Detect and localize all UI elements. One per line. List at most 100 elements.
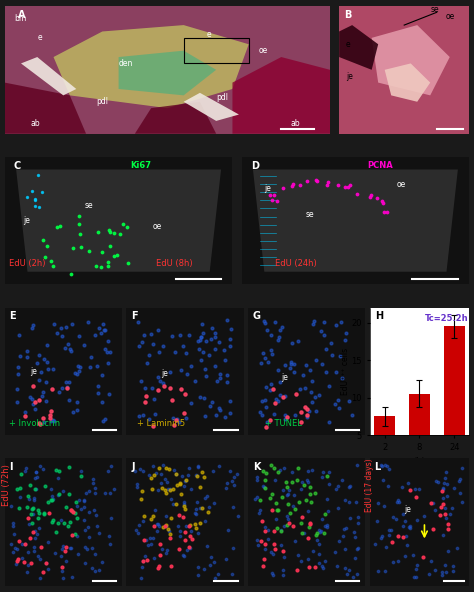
Point xyxy=(31,397,38,407)
Point xyxy=(311,488,319,497)
Point xyxy=(354,519,361,528)
Point xyxy=(180,551,188,561)
Point xyxy=(303,410,310,419)
Point xyxy=(200,394,208,403)
Point xyxy=(428,498,435,508)
Point xyxy=(297,518,304,527)
Text: PCNA: PCNA xyxy=(367,160,392,169)
Point xyxy=(443,568,450,577)
Point xyxy=(48,496,55,505)
Point xyxy=(119,220,127,229)
Point xyxy=(321,522,329,531)
Point xyxy=(297,407,304,417)
Point xyxy=(65,377,73,387)
Point xyxy=(295,497,303,507)
Point xyxy=(288,478,296,487)
Point xyxy=(162,520,170,529)
Point xyxy=(382,566,389,575)
Point xyxy=(166,384,173,393)
Point xyxy=(17,469,24,479)
Point xyxy=(191,508,199,517)
Point xyxy=(63,323,70,332)
Point xyxy=(157,469,165,478)
Point xyxy=(9,522,17,531)
Point xyxy=(67,269,75,279)
Point xyxy=(104,337,111,346)
Point xyxy=(182,504,189,514)
Point xyxy=(335,403,343,413)
Point xyxy=(49,261,57,271)
Point xyxy=(298,417,305,427)
Point xyxy=(324,506,332,516)
Text: Ki67: Ki67 xyxy=(130,160,151,169)
Point xyxy=(315,526,323,535)
Point xyxy=(228,570,236,579)
Point xyxy=(32,484,39,494)
Point xyxy=(207,334,215,343)
Point xyxy=(254,540,262,550)
Point xyxy=(16,503,23,512)
Point xyxy=(354,512,362,522)
Point xyxy=(93,522,100,531)
Point xyxy=(164,477,171,487)
Point xyxy=(40,417,48,427)
Point xyxy=(47,416,55,426)
Point xyxy=(264,325,271,334)
Point xyxy=(323,471,330,481)
Point xyxy=(261,318,269,327)
Point xyxy=(44,497,52,507)
Point xyxy=(257,536,265,546)
Point xyxy=(38,188,46,197)
Point xyxy=(216,406,223,415)
Point xyxy=(345,497,353,507)
Point xyxy=(419,552,427,561)
Point xyxy=(106,488,114,497)
Bar xyxy=(409,394,430,473)
Point xyxy=(413,516,421,525)
Point xyxy=(93,362,100,371)
Point xyxy=(412,564,420,573)
Point xyxy=(62,503,69,512)
Point xyxy=(36,555,44,564)
Point xyxy=(458,497,466,507)
Point xyxy=(8,501,15,511)
Point xyxy=(273,506,281,515)
Point xyxy=(162,521,170,530)
Point xyxy=(312,530,320,539)
Point xyxy=(57,323,64,332)
Point xyxy=(166,529,174,538)
Point xyxy=(288,358,295,367)
Point xyxy=(66,344,73,353)
Point xyxy=(198,319,206,329)
Point xyxy=(283,490,291,500)
Point xyxy=(271,475,278,484)
Point xyxy=(62,543,70,552)
Point xyxy=(228,477,236,486)
Point xyxy=(337,318,345,327)
Bar xyxy=(183,38,249,63)
Point xyxy=(99,319,107,329)
Point xyxy=(353,497,360,507)
Text: den: den xyxy=(118,59,133,68)
Point xyxy=(449,561,456,571)
Point xyxy=(39,464,47,474)
Point xyxy=(304,475,311,485)
Point xyxy=(152,506,159,515)
Point xyxy=(328,339,335,348)
Point xyxy=(214,377,221,386)
Point xyxy=(27,558,35,568)
Point xyxy=(293,475,301,485)
Point xyxy=(308,398,316,407)
Point xyxy=(101,488,109,498)
Text: oe: oe xyxy=(446,12,455,21)
Point xyxy=(210,498,218,507)
Point xyxy=(117,230,124,239)
Point xyxy=(325,381,332,391)
Polygon shape xyxy=(339,25,378,70)
Y-axis label: EdU⁺⁺⁺ cells: EdU⁺⁺⁺ cells xyxy=(341,348,350,395)
Point xyxy=(34,170,42,180)
Point xyxy=(206,401,214,410)
Point xyxy=(86,246,93,256)
Point xyxy=(62,546,69,556)
Point xyxy=(9,518,17,527)
